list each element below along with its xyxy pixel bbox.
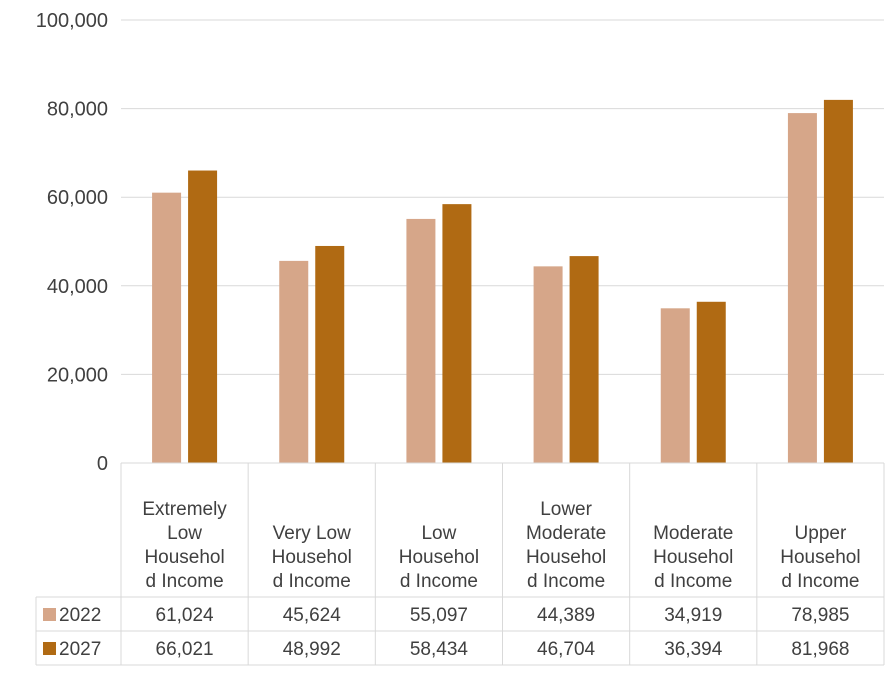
category-label: d Income	[781, 571, 859, 592]
bar-2027	[569, 256, 599, 463]
bar-2022	[152, 192, 182, 463]
category-label: Very Low	[273, 523, 351, 544]
bar-2027	[315, 245, 345, 463]
table-value: 36,394	[664, 639, 723, 660]
category-label: d Income	[654, 571, 732, 592]
category-label: Extremely	[142, 499, 227, 520]
table-value: 78,985	[791, 605, 849, 626]
category-label: Househol	[144, 547, 224, 568]
table-value: 66,021	[156, 639, 214, 660]
category-label: Househol	[399, 547, 479, 568]
category-label: Upper	[795, 523, 847, 544]
y-axis: 0 20,000 40,000 60,000 80,000 100,000	[36, 10, 108, 475]
bar-2027	[188, 170, 218, 463]
category-label: Househol	[780, 547, 860, 568]
legend-key-2022	[43, 608, 56, 621]
category-label: d Income	[400, 571, 478, 592]
y-tick-label: 80,000	[47, 99, 108, 121]
table-value: 61,024	[156, 605, 215, 626]
bar-2027	[442, 204, 472, 463]
bar-2027	[823, 99, 853, 463]
y-tick-label: 20,000	[47, 364, 108, 386]
bar-2022	[279, 260, 309, 463]
table-value: 46,704	[537, 639, 596, 660]
table-value: 34,919	[664, 605, 722, 626]
category-label: Househol	[653, 547, 733, 568]
table-value: 55,097	[410, 605, 468, 626]
bar-2022	[660, 308, 690, 463]
category-label: Low	[421, 523, 456, 544]
bar-2022	[406, 218, 436, 463]
table-value: 45,624	[283, 605, 342, 626]
category-label: Lower	[540, 499, 592, 520]
legend-label: 2027	[59, 639, 101, 660]
category-label: Moderate	[653, 523, 733, 544]
category-label: d Income	[273, 571, 351, 592]
table-value: 81,968	[791, 639, 849, 660]
bar-2022	[787, 113, 817, 464]
bar-2022	[533, 266, 563, 463]
bars	[152, 99, 853, 464]
y-tick-label: 100,000	[36, 10, 108, 32]
category-label: d Income	[527, 571, 605, 592]
table-value: 48,992	[283, 639, 341, 660]
data-table: Extremely Low Househol d Income Very Low Hous…	[35, 462, 885, 666]
legend-key-2027	[43, 642, 56, 655]
category-label: Househol	[272, 547, 352, 568]
category-label: Moderate	[526, 523, 606, 544]
y-tick-label: 0	[97, 453, 108, 475]
y-tick-label: 60,000	[47, 187, 108, 209]
gridlines	[121, 19, 884, 375]
table-value: 58,434	[410, 639, 469, 660]
legend-label: 2022	[59, 605, 101, 626]
category-label: d Income	[146, 571, 224, 592]
category-label: Low	[167, 523, 202, 544]
table-value: 44,389	[537, 605, 595, 626]
bar-2027	[696, 301, 726, 463]
category-label: Househol	[526, 547, 606, 568]
y-tick-label: 40,000	[47, 276, 108, 298]
